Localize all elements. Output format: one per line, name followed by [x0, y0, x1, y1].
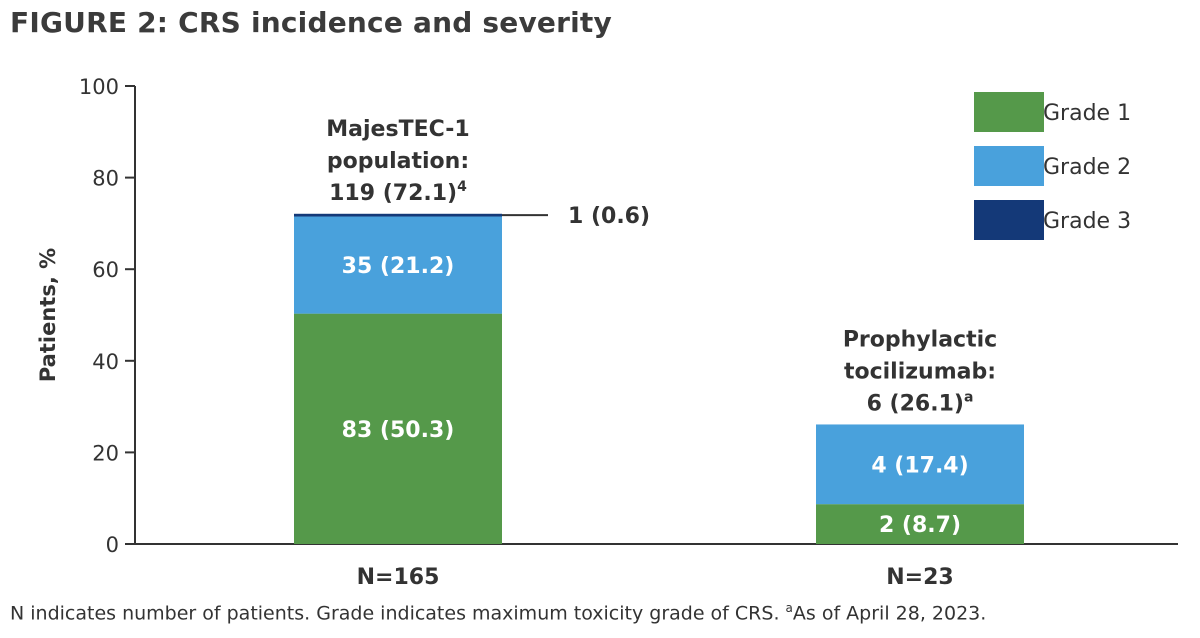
- y-tick-label: 40: [92, 350, 119, 374]
- bar-annotation-line: tocilizumab:: [844, 359, 996, 384]
- bar-segment-grade-2: [816, 424, 1024, 505]
- bar-value-label: 4 (17.4): [871, 453, 968, 478]
- y-tick-label: 60: [92, 258, 119, 282]
- y-axis-label: Patients, %: [36, 248, 60, 382]
- bar-segment-grade-3: [294, 213, 502, 217]
- x-category-label: N=23: [886, 565, 953, 590]
- footnote-tail: As of April 28, 2023.: [792, 602, 987, 625]
- bar-annotations: MajesTEC-1 population: 119 (72.1)4 Prophyla…: [326, 117, 997, 417]
- bar-value-label: 2 (8.7): [879, 513, 961, 538]
- footnote-sup: a: [785, 601, 793, 615]
- y-tick-label: 80: [92, 167, 119, 191]
- bar-annotation-line: Prophylactic: [843, 327, 997, 352]
- bar-value-label: 83 (50.3): [342, 418, 455, 443]
- legend: Grade 1 Grade 2 Grade 3: [974, 92, 1131, 240]
- legend-label: Grade 3: [1043, 209, 1131, 234]
- bar-annotation-line: 6 (26.1)a: [867, 389, 974, 416]
- bar-annotation-line: MajesTEC-1: [326, 117, 469, 142]
- legend-label: Grade 1: [1043, 101, 1131, 126]
- figure-title: FIGURE 2: CRS incidence and severity: [10, 6, 612, 39]
- y-tick-label: 20: [92, 441, 119, 465]
- footnote-main: N indicates number of patients. Grade in…: [10, 602, 786, 625]
- x-category-label: N=165: [357, 565, 440, 590]
- legend-swatch: [974, 146, 1044, 186]
- bar-segment-grade-1: [816, 504, 1024, 544]
- bar-segment-grade-2: [294, 216, 502, 314]
- bar-value-label: 35 (21.2): [342, 254, 455, 279]
- legend-label: Grade 2: [1043, 155, 1131, 180]
- footnote: N indicates number of patients. Grade in…: [10, 601, 986, 624]
- y-tick-label: 100: [79, 75, 119, 99]
- stacked-bar-chart: Patients, % 0 20 40 60 80 100 N=165 N=23 83 (50…: [36, 75, 1178, 590]
- bar-annotation-line: 119 (72.1)4: [329, 179, 467, 206]
- bars: 83 (50.3) 2 (8.7) 35 (21.2) 4 (17.4) 1 (0.6): [294, 204, 1024, 544]
- bar-segment-grade-1: [294, 313, 502, 544]
- bar-annotation-line: population:: [327, 149, 469, 174]
- legend-swatch: [974, 200, 1044, 240]
- legend-swatch: [974, 92, 1044, 132]
- y-tick-label: 0: [106, 533, 119, 557]
- bar-value-label-outside: 1 (0.6): [568, 204, 650, 229]
- axes: 0 20 40 60 80 100 N=165 N=23: [79, 75, 1178, 590]
